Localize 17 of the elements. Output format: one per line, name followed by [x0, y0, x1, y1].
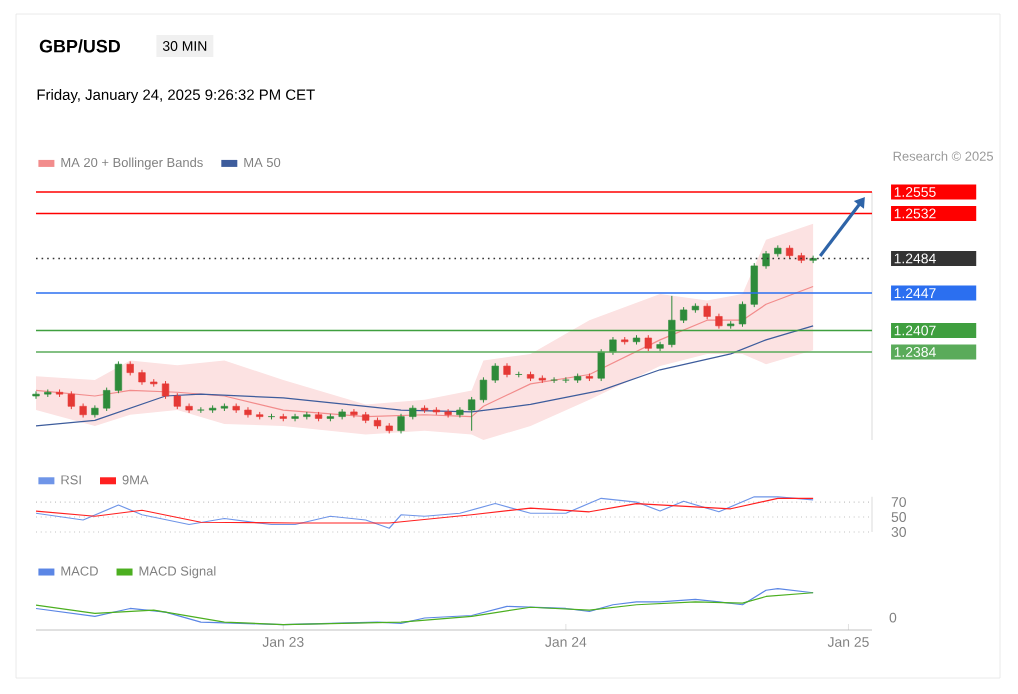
candlestick — [350, 408, 358, 419]
candlestick — [668, 295, 676, 348]
candlestick — [244, 406, 252, 419]
candlestick — [562, 376, 570, 384]
candlestick — [91, 404, 99, 419]
candlestick — [456, 406, 464, 419]
candlestick — [597, 348, 605, 382]
candlestick — [491, 362, 499, 384]
candlestick — [197, 406, 205, 414]
chart-title: GBP/USD — [39, 39, 120, 53]
line-series — [35, 285, 814, 418]
candlestick — [550, 376, 558, 384]
line-series — [35, 325, 814, 427]
candlestick — [444, 408, 452, 419]
candlestick — [397, 413, 405, 434]
candlestick — [738, 300, 747, 328]
candlestick — [750, 262, 758, 308]
